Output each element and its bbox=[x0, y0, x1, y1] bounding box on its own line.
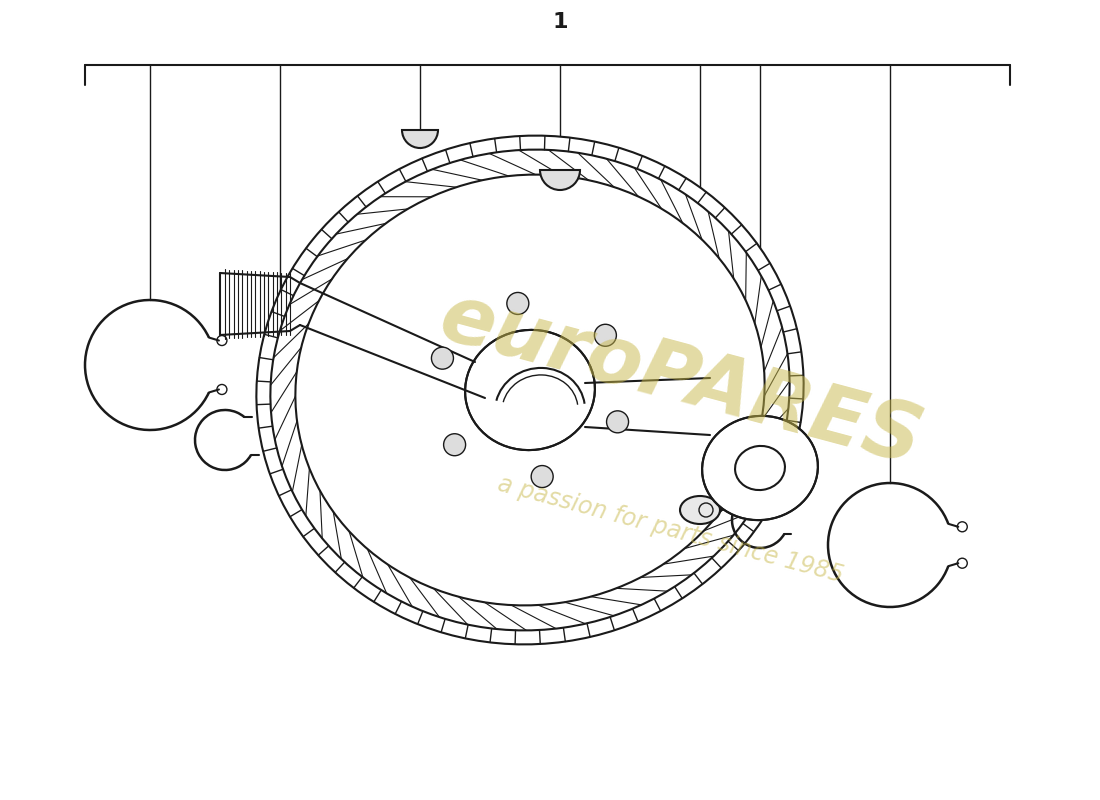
Circle shape bbox=[431, 347, 453, 369]
Text: 1: 1 bbox=[552, 12, 568, 32]
Circle shape bbox=[606, 411, 628, 433]
Ellipse shape bbox=[465, 330, 595, 450]
Ellipse shape bbox=[702, 416, 818, 520]
Text: a passion for parts since 1985: a passion for parts since 1985 bbox=[495, 472, 846, 588]
Circle shape bbox=[507, 293, 529, 314]
Text: euroPARES: euroPARES bbox=[430, 278, 930, 482]
Circle shape bbox=[443, 434, 465, 456]
Wedge shape bbox=[540, 170, 580, 190]
Ellipse shape bbox=[256, 135, 804, 645]
Circle shape bbox=[594, 324, 616, 346]
Circle shape bbox=[531, 466, 553, 487]
Wedge shape bbox=[402, 130, 438, 148]
Ellipse shape bbox=[680, 496, 720, 524]
